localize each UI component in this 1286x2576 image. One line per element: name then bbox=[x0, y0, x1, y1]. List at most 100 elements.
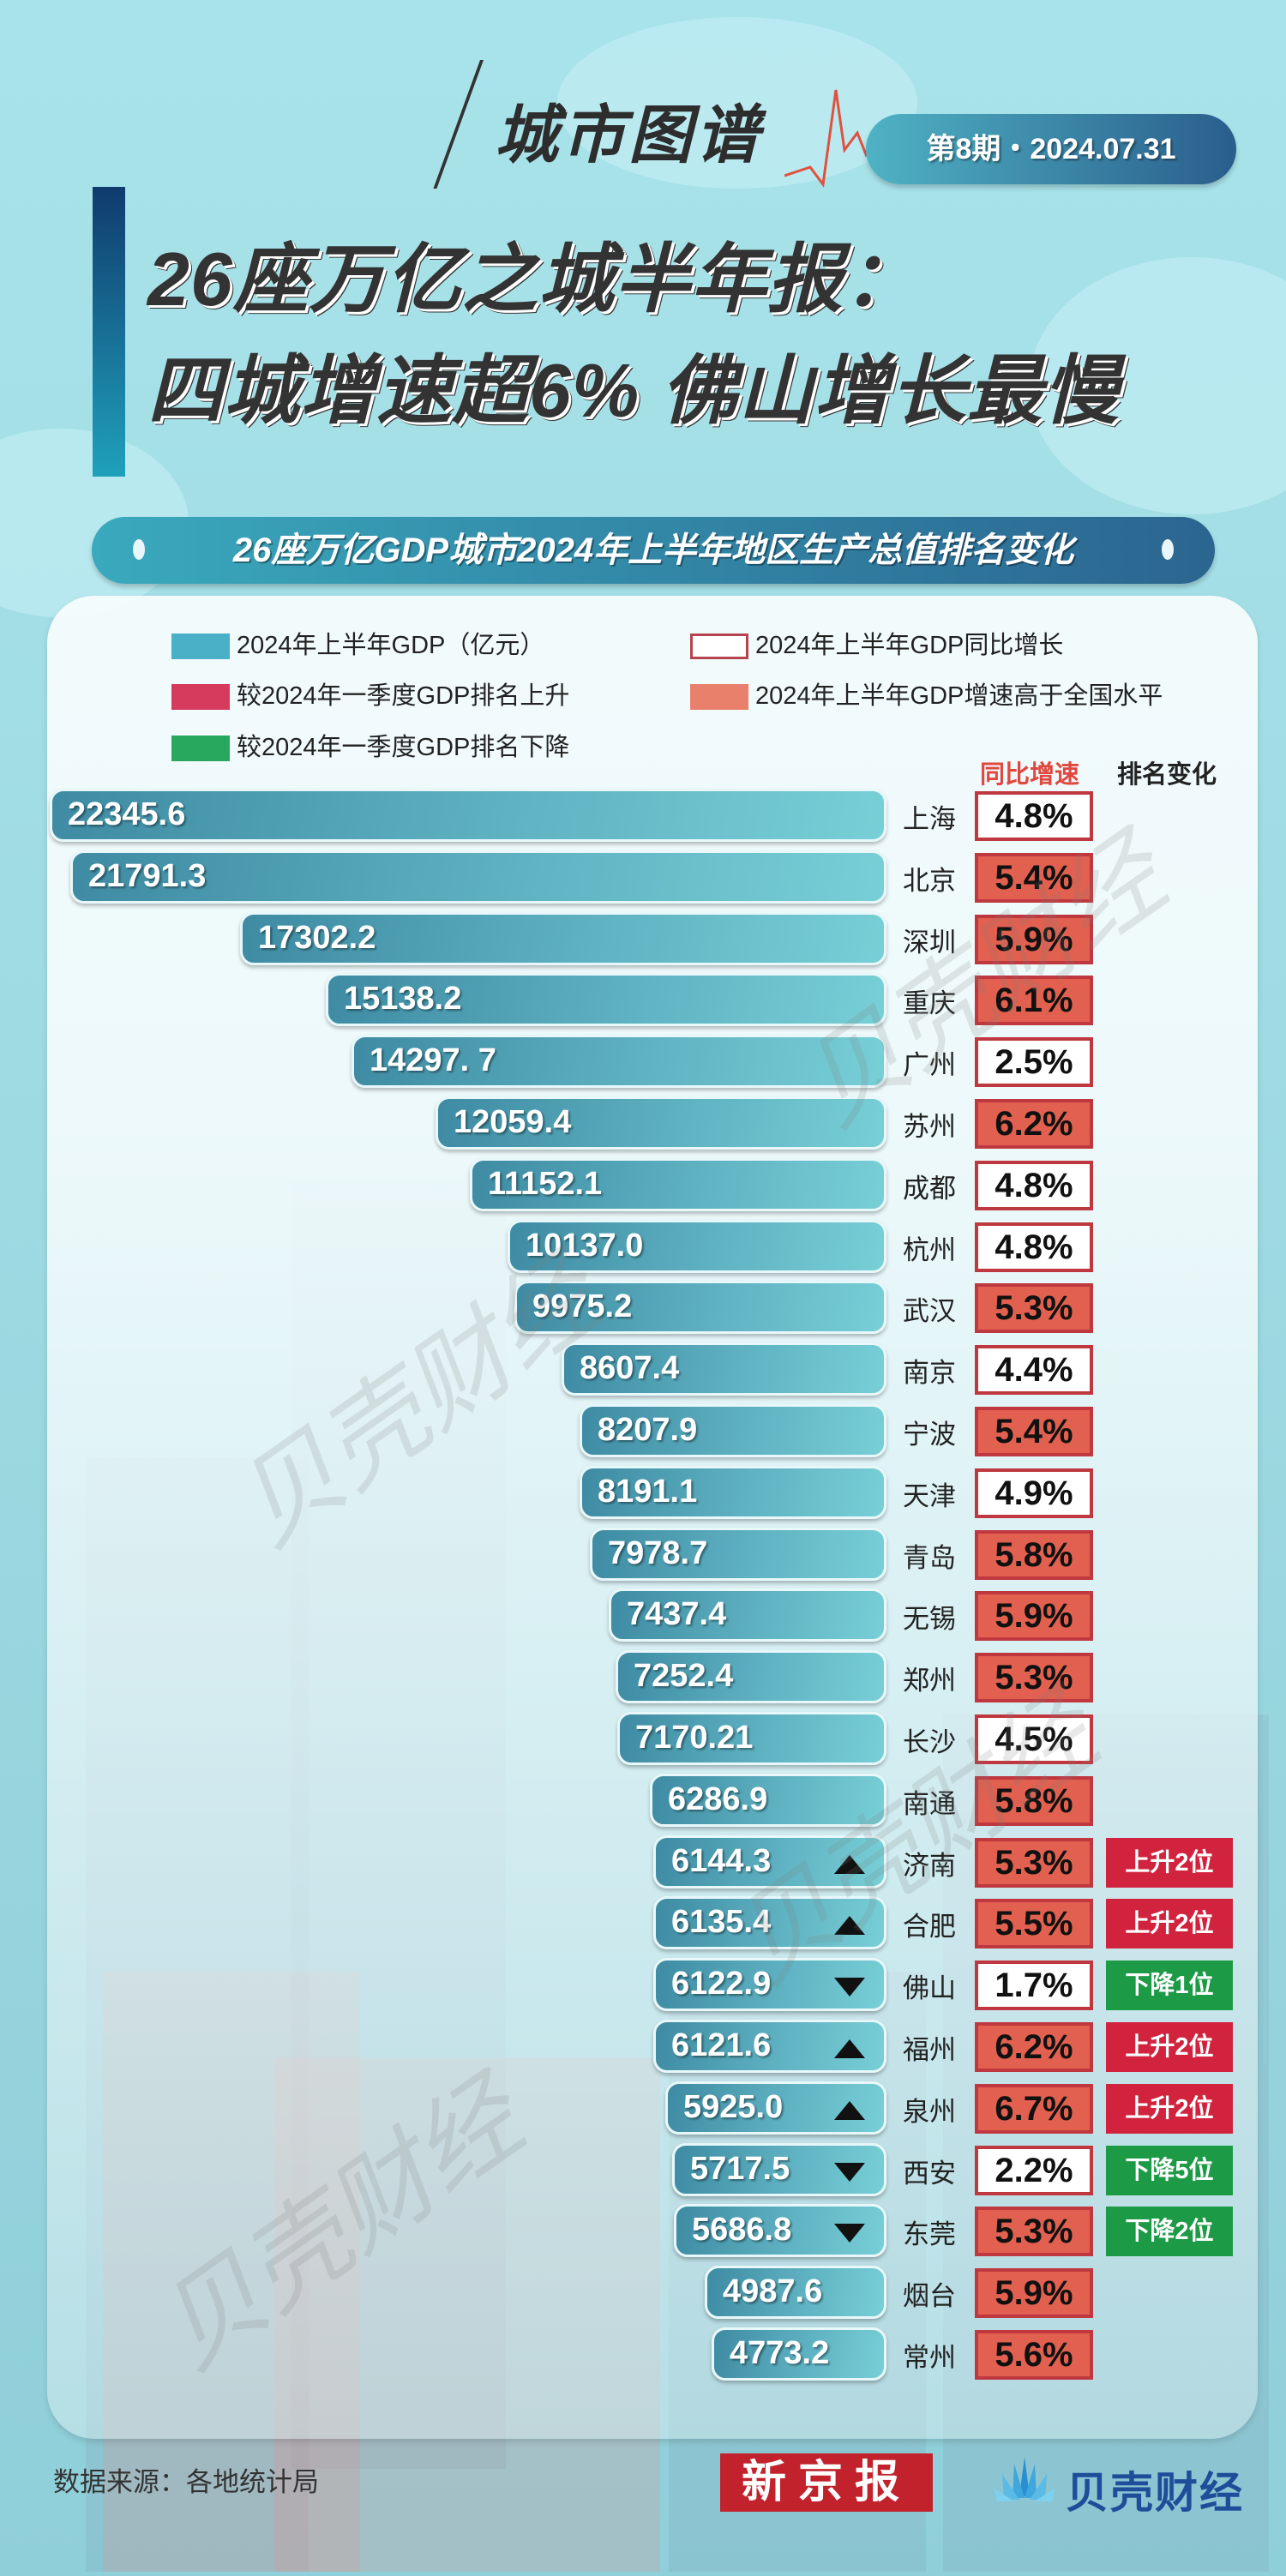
legend-swatch-yoy bbox=[690, 633, 748, 660]
gdp-bar: 17302.2 bbox=[240, 911, 886, 965]
gdp-bar: 11152.1 bbox=[470, 1157, 886, 1211]
legend-item-yoy: 2024年上半年GDP同比增长 bbox=[690, 628, 1063, 663]
legend-label: 较2024年一季度GDP排名上升 bbox=[237, 682, 570, 710]
legend-item-rank-down: 较2024年一季度GDP排名下降 bbox=[171, 730, 569, 765]
gdp-value: 7978.7 bbox=[608, 1534, 708, 1571]
growth-rate-badge: 4.8% bbox=[975, 1222, 1093, 1272]
brand-header: 城市图谱 bbox=[433, 60, 879, 189]
city-name: 天津 bbox=[903, 1480, 956, 1511]
gdp-value: 7252.4 bbox=[634, 1658, 734, 1695]
headline-line-1: 26座万亿之城半年报： bbox=[147, 237, 920, 321]
gdp-value: 22345.6 bbox=[68, 796, 186, 832]
city-name: 青岛 bbox=[903, 1542, 956, 1573]
column-header-rank-change: 排名变化 bbox=[1117, 761, 1217, 789]
city-name: 济南 bbox=[903, 1850, 956, 1881]
rank-change-badge: 下降5位 bbox=[1106, 2145, 1233, 2195]
gdp-value: 7170.21 bbox=[635, 1720, 754, 1756]
table-row: 14297. 7 广州 2.5% bbox=[0, 1035, 1286, 1090]
legend-label: 2024年上半年GDP增速高于全国水平 bbox=[755, 682, 1163, 710]
gdp-value: 17302.2 bbox=[258, 919, 376, 956]
chart-title-banner: 26座万亿GDP城市2024年上半年地区生产总值排名变化 bbox=[92, 517, 1215, 584]
gdp-value: 21791.3 bbox=[88, 857, 207, 894]
legend-swatch-above-national bbox=[690, 684, 748, 711]
arrow-up-icon bbox=[834, 1854, 865, 1874]
issue-badge: 第8期・2024.07.31 bbox=[866, 114, 1236, 184]
growth-rate-badge: 2.5% bbox=[975, 1037, 1093, 1088]
growth-rate-badge: 5.8% bbox=[975, 1775, 1093, 1826]
table-row: 17302.2 深圳 5.9% bbox=[0, 911, 1286, 967]
gdp-value: 6135.4 bbox=[671, 1904, 772, 1941]
growth-rate-badge: 4.8% bbox=[975, 1160, 1093, 1210]
city-name: 东莞 bbox=[903, 2219, 956, 2250]
table-row: 21791.3 北京 5.4% bbox=[0, 850, 1286, 905]
city-name: 烟台 bbox=[903, 2281, 956, 2312]
growth-rate-badge: 6.1% bbox=[975, 976, 1093, 1026]
rank-change-badge: 上升2位 bbox=[1106, 1837, 1233, 1888]
table-row: 15138.2 重庆 6.1% bbox=[0, 973, 1286, 1028]
city-name: 南通 bbox=[903, 1788, 956, 1819]
growth-rate-badge: 4.9% bbox=[975, 1468, 1093, 1518]
growth-rate-badge: 6.2% bbox=[975, 1099, 1093, 1149]
growth-rate-badge: 5.3% bbox=[975, 1653, 1093, 1703]
table-row: 8607.4 南京 4.4% bbox=[0, 1342, 1286, 1397]
gdp-value: 8607.4 bbox=[580, 1350, 680, 1387]
growth-rate-badge: 5.3% bbox=[975, 1283, 1093, 1334]
rank-change-badge: 下降2位 bbox=[1106, 2207, 1233, 2257]
rank-change-badge: 上升2位 bbox=[1106, 2083, 1233, 2134]
city-name: 北京 bbox=[903, 865, 956, 896]
rank-change-badge: 下降1位 bbox=[1106, 1961, 1233, 2011]
gdp-value: 8207.9 bbox=[598, 1412, 698, 1448]
table-row: 22345.6 上海 4.8% bbox=[0, 789, 1286, 844]
legend-label: 2024年上半年GDP（亿元） bbox=[237, 632, 545, 659]
legend-swatch-gdp bbox=[171, 633, 230, 660]
gdp-bar: 7252.4 bbox=[616, 1650, 886, 1704]
city-name: 深圳 bbox=[903, 927, 956, 958]
gdp-value: 6144.3 bbox=[671, 1842, 772, 1879]
city-name: 常州 bbox=[903, 2343, 956, 2373]
table-row: 9975.2 武汉 5.3% bbox=[0, 1281, 1286, 1336]
city-name: 成都 bbox=[903, 1173, 956, 1204]
table-row: 4987.6 烟台 5.9% bbox=[0, 2266, 1286, 2321]
city-name: 杭州 bbox=[903, 1234, 956, 1265]
growth-rate-badge: 5.9% bbox=[975, 2268, 1093, 2319]
table-row: 7437.4 无锡 5.9% bbox=[0, 1588, 1286, 1643]
beike-caijing-text: 贝壳财经 bbox=[1066, 2469, 1244, 2517]
legend-swatch-rank-up bbox=[171, 684, 230, 711]
table-row: 5717.5 西安 2.2% 下降5位 bbox=[0, 2142, 1286, 2198]
gdp-bar: 7437.4 bbox=[609, 1588, 886, 1642]
gdp-bar: 4987.6 bbox=[705, 2266, 886, 2320]
city-name: 广州 bbox=[903, 1050, 956, 1081]
table-row: 8191.1 天津 4.9% bbox=[0, 1465, 1286, 1521]
chart-title: 26座万亿GDP城市2024年上半年地区生产总值排名变化 bbox=[232, 531, 1074, 569]
city-name: 合肥 bbox=[903, 1912, 956, 1943]
beike-caijing-logo: 贝壳财经 bbox=[990, 2453, 1247, 2517]
table-row: 6122.9 佛山 1.7% 下降1位 bbox=[0, 1958, 1286, 2013]
city-name: 泉州 bbox=[903, 2096, 956, 2127]
growth-rate-badge: 1.7% bbox=[975, 1961, 1093, 2011]
gdp-value: 15138.2 bbox=[344, 981, 462, 1018]
gdp-bar: 6122.9 bbox=[653, 1958, 886, 2012]
growth-rate-badge: 2.2% bbox=[975, 2145, 1093, 2195]
gdp-bar: 21791.3 bbox=[70, 850, 886, 904]
arrow-down-icon bbox=[834, 2224, 865, 2243]
table-row: 5686.8 东莞 5.3% 下降2位 bbox=[0, 2204, 1286, 2259]
legend-item-gdp: 2024年上半年GDP（亿元） bbox=[171, 628, 544, 663]
gdp-bar: 8207.9 bbox=[580, 1404, 886, 1457]
arrow-up-icon bbox=[834, 2100, 865, 2120]
gdp-bar: 6144.3 bbox=[653, 1834, 886, 1888]
table-row: 7978.7 青岛 5.8% bbox=[0, 1527, 1286, 1582]
city-name: 西安 bbox=[903, 2158, 956, 2189]
gdp-bar: 12059.4 bbox=[436, 1096, 886, 1150]
growth-rate-badge: 5.4% bbox=[975, 1407, 1093, 1456]
gdp-bar: 15138.2 bbox=[326, 973, 886, 1027]
title-accent-bar bbox=[93, 187, 125, 477]
table-row: 5925.0 泉州 6.7% 上升2位 bbox=[0, 2081, 1286, 2136]
table-row: 6121.6 福州 6.2% 上升2位 bbox=[0, 2020, 1286, 2075]
gdp-bar: 14297. 7 bbox=[352, 1035, 886, 1089]
growth-rate-badge: 5.8% bbox=[975, 1529, 1093, 1580]
brand-title: 城市图谱 bbox=[495, 99, 762, 172]
table-row: 7170.21 长沙 4.5% bbox=[0, 1712, 1286, 1767]
city-name: 福州 bbox=[903, 2035, 956, 2065]
gdp-value: 6122.9 bbox=[671, 1966, 772, 2003]
growth-rate-badge: 5.9% bbox=[975, 914, 1093, 964]
